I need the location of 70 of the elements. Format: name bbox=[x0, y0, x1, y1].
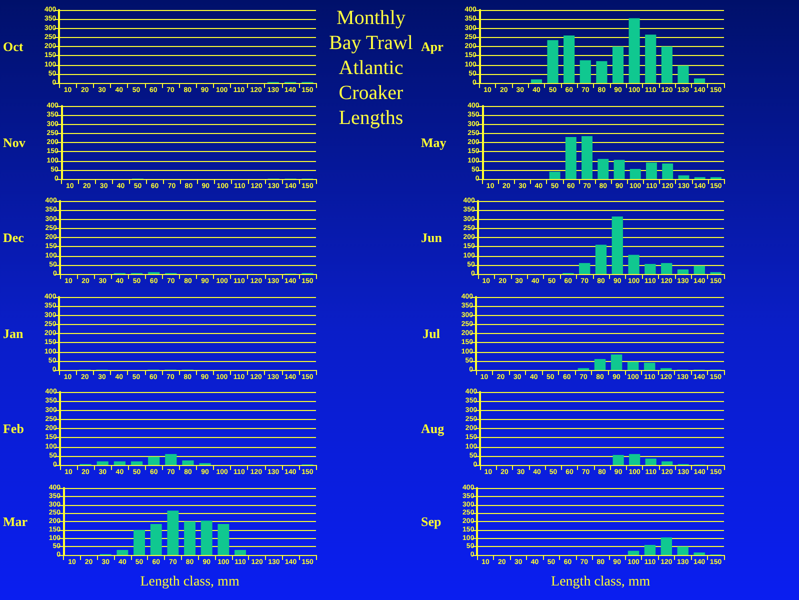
y-axis-title: Jan bbox=[2, 326, 24, 340]
bar bbox=[694, 266, 705, 274]
y-axis-title: Aug bbox=[420, 421, 445, 436]
y-axis-title: Nov bbox=[3, 134, 26, 150]
bar bbox=[130, 461, 143, 465]
bar bbox=[580, 60, 591, 83]
bar bbox=[694, 78, 706, 83]
bar bbox=[645, 458, 656, 465]
bar bbox=[594, 358, 606, 370]
bar bbox=[645, 34, 656, 83]
bar bbox=[200, 520, 212, 554]
y-axis-title: Oct bbox=[2, 39, 24, 54]
bar bbox=[579, 263, 590, 274]
bar bbox=[167, 510, 179, 554]
bar bbox=[644, 544, 656, 554]
bar bbox=[662, 162, 674, 178]
bar bbox=[547, 40, 558, 83]
bar bbox=[598, 158, 609, 178]
bar bbox=[628, 18, 640, 83]
bar bbox=[614, 159, 625, 178]
bar bbox=[148, 456, 160, 465]
y-axis-title: Dec bbox=[2, 230, 24, 245]
y-axis-title: May bbox=[420, 134, 447, 150]
bar bbox=[582, 136, 592, 178]
bar bbox=[612, 216, 623, 274]
bar bbox=[662, 461, 673, 465]
bar bbox=[661, 263, 672, 274]
bar bbox=[694, 552, 705, 554]
bar bbox=[628, 550, 640, 554]
bar bbox=[612, 454, 624, 465]
bar bbox=[165, 454, 177, 465]
bar bbox=[678, 66, 689, 83]
bar bbox=[661, 46, 672, 83]
bar bbox=[234, 549, 246, 554]
bar bbox=[610, 354, 622, 370]
bar bbox=[628, 254, 640, 274]
y-axis-title: Feb bbox=[2, 421, 24, 436]
bar bbox=[549, 171, 560, 178]
bar bbox=[116, 549, 128, 554]
bar bbox=[677, 269, 689, 274]
bar bbox=[629, 454, 640, 465]
x-axis-title: Length class, mm bbox=[140, 574, 240, 589]
x-axis-title: Length class, mm bbox=[551, 574, 650, 589]
y-axis-title: Jul bbox=[422, 326, 440, 340]
bar bbox=[627, 361, 639, 370]
y-axis-title: Jun bbox=[420, 230, 443, 245]
bar bbox=[114, 461, 126, 465]
bar bbox=[646, 162, 657, 178]
bar bbox=[595, 244, 607, 274]
bar bbox=[150, 524, 162, 554]
bar bbox=[644, 264, 656, 274]
bar bbox=[96, 461, 108, 465]
bar bbox=[630, 168, 641, 178]
bar bbox=[677, 546, 688, 554]
bar bbox=[565, 136, 576, 178]
y-axis-title: Mar bbox=[2, 514, 28, 528]
text: Monthly Bay Trawl Atlantic Croaker Lengths bbox=[329, 7, 413, 129]
y-axis-title: Sep bbox=[420, 514, 442, 528]
bar bbox=[660, 536, 672, 554]
y-axis-title: Apr bbox=[421, 39, 444, 54]
bar bbox=[530, 79, 542, 83]
bar bbox=[564, 36, 575, 83]
bar bbox=[134, 529, 145, 554]
bar bbox=[596, 61, 608, 83]
bar bbox=[644, 362, 656, 370]
bar bbox=[184, 521, 196, 554]
bar bbox=[218, 524, 230, 554]
bar bbox=[678, 174, 690, 178]
bar bbox=[612, 46, 624, 83]
bar bbox=[182, 460, 194, 465]
